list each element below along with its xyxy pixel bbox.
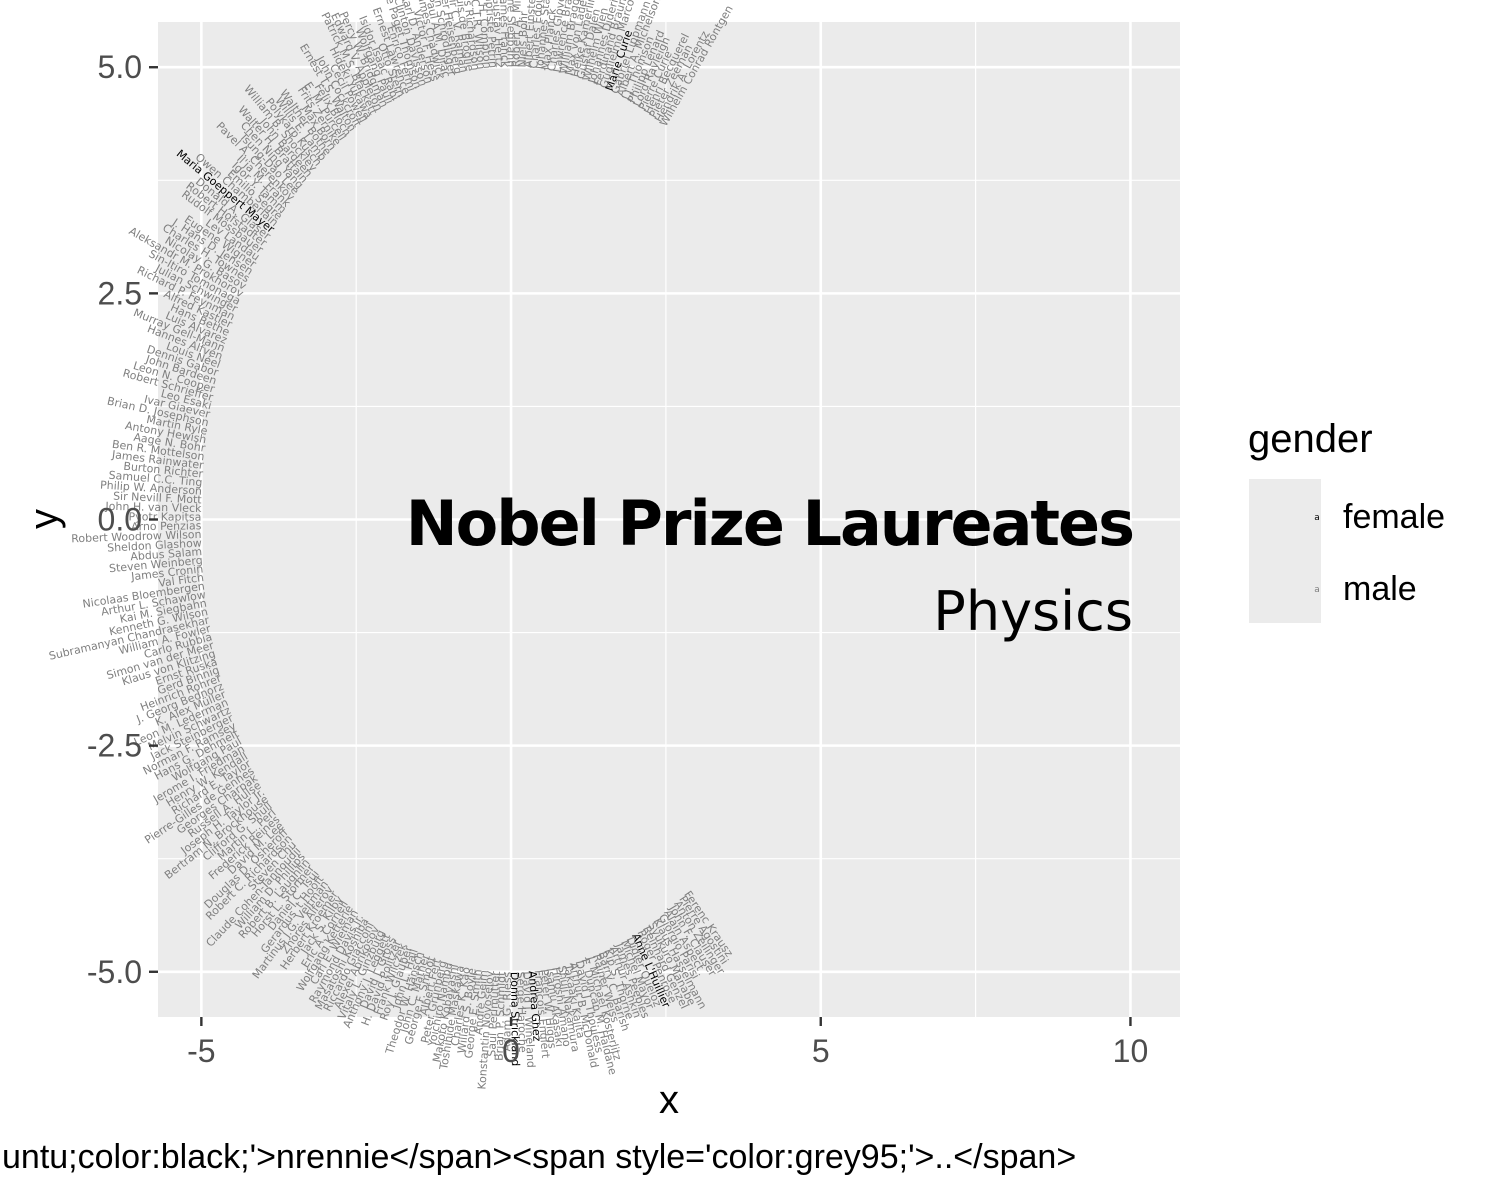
male-laureate-label: Brian P. Schmidt [493, 971, 509, 1061]
female-laureate-label: Andrea Ghez [526, 970, 544, 1042]
male-laureate-label: Albert Einstein [521, 0, 538, 68]
male-laureate-label: James Franck [497, 0, 512, 68]
male-laureate-label: John H. van Vleck [104, 500, 202, 515]
y-tick-label: -5.0 [87, 954, 142, 990]
male-laureate-label: Robert Woodrow Wilson [71, 528, 202, 545]
male-laureate-label: Philip W. Anderson [100, 479, 203, 498]
legend-key-female [1249, 479, 1321, 551]
x-tick-label: 0 [502, 1033, 520, 1069]
y-axis: 5.0 2.5 0.0 -2.5 -5.0 [87, 49, 158, 990]
male-laureate-label: Saul Perlmutter [485, 971, 502, 1057]
male-laureate-label: Gustav Hertz [490, 0, 506, 68]
male-laureate-label: Serge Haroche [514, 971, 529, 1053]
legend-title: gender [1248, 417, 1373, 461]
legend-glyph-female: a [1314, 513, 1320, 523]
legend: gender a a female male [1248, 417, 1445, 623]
x-axis-title: x [659, 1078, 679, 1122]
male-laureate-label: Val Fitch [158, 571, 205, 590]
chart-subtitle: Physics [933, 580, 1133, 643]
y-tick-label: 0.0 [98, 502, 142, 538]
legend-label-female: female [1343, 498, 1445, 536]
x-tick-label: -5 [187, 1033, 215, 1069]
male-laureate-label: Sir Nevill F. Mott [113, 490, 203, 507]
male-laureate-label: Pyotr Kapitsa [129, 510, 202, 523]
male-laureate-label: Arno Penzias [131, 519, 202, 533]
male-laureate-label: Niels Bohr [516, 11, 531, 68]
male-laureate-label: Abdus Salam [130, 545, 203, 563]
major-gridlines [158, 22, 1180, 1017]
legend-glyph-male: a [1314, 585, 1320, 595]
male-laureate-label: Adam G. Riess [500, 971, 514, 1051]
legend-label-male: male [1343, 570, 1417, 608]
caption: untu;color:black;'>nrennie</span><span s… [2, 1138, 1076, 1176]
male-laureate-label: Andre Geim [472, 970, 491, 1036]
legend-key-male [1249, 551, 1321, 623]
male-laureate-label: David J. Wineland [520, 971, 538, 1068]
x-tick-label: 10 [1113, 1033, 1149, 1069]
male-laureate-label: Robert A. Millikan [510, 0, 525, 67]
male-laureate-label: Manne Siegbahn [504, 0, 517, 67]
y-tick-label: 2.5 [98, 275, 142, 311]
chart-title: Nobel Prize Laureates [406, 487, 1133, 560]
male-laureate-label: Sheldon Glashow [107, 537, 202, 555]
y-tick-label: -2.5 [87, 728, 142, 764]
female-laureate-label: Donna Strickland [508, 972, 522, 1067]
x-tick-label: 5 [812, 1033, 830, 1069]
y-axis-title: y [22, 509, 66, 529]
y-tick-label: 5.0 [98, 49, 142, 85]
x-axis: -5 0 5 10 [187, 1017, 1148, 1069]
